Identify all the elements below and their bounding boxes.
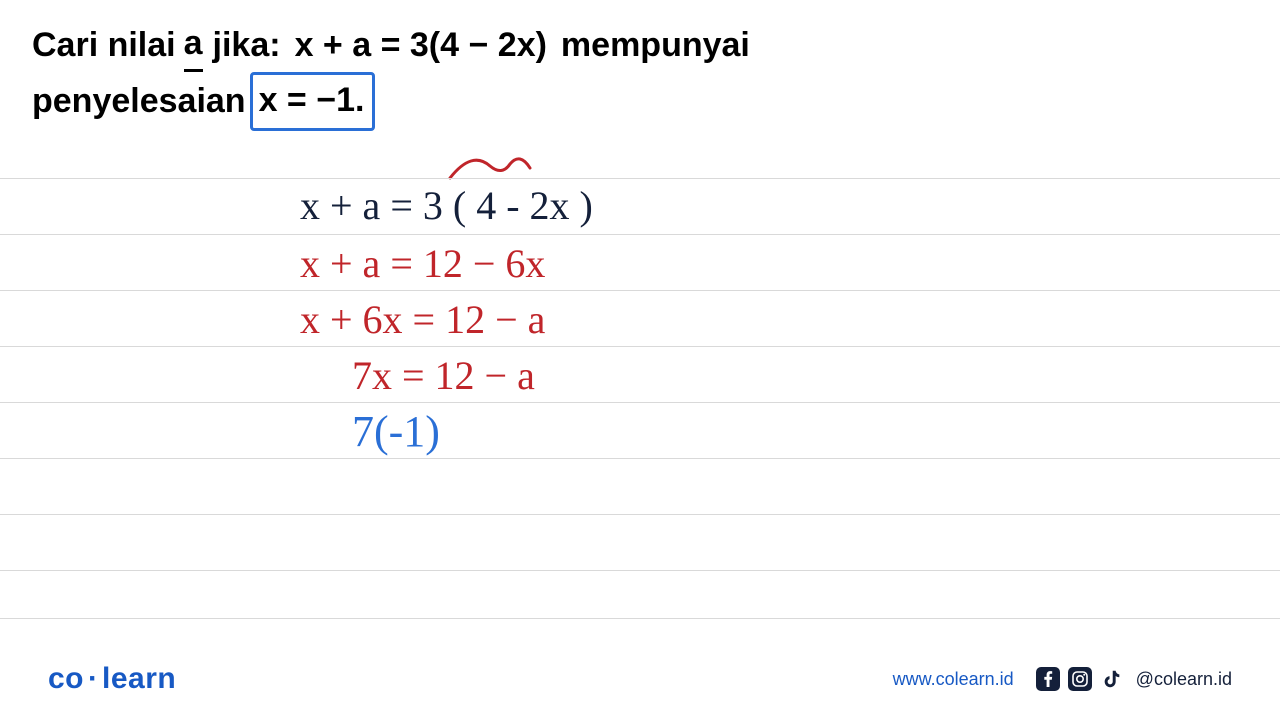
instagram-icon	[1068, 667, 1092, 691]
handwriting-line-3: x + 6x = 12 − a	[300, 300, 545, 340]
footer-right: www.colearn.id @colearn.id	[893, 667, 1232, 691]
equation: x + a = 3(4 − 2x)	[295, 20, 547, 71]
text-cari-nilai: Cari nilai	[32, 20, 176, 71]
brand-logo: co · learn	[48, 662, 176, 696]
social-handle: @colearn.id	[1136, 669, 1232, 690]
boxed-solution: x = −1.	[250, 72, 376, 131]
logo-co: co	[48, 662, 84, 696]
text-jika: jika:	[213, 20, 281, 71]
problem-line-2: penyelesaian x = −1.	[32, 72, 1248, 131]
website-url: www.colearn.id	[893, 669, 1014, 690]
footer: co · learn www.colearn.id @colearn.id	[0, 662, 1280, 696]
problem-statement: Cari nilai a jika: x + a = 3(4 − 2x) mem…	[32, 18, 1248, 131]
handwriting-line-4: 7x = 12 − a	[352, 356, 535, 396]
handwriting-line-1: x + a = 3 ( 4 - 2x )	[300, 186, 593, 226]
text-a-underlined: a	[184, 18, 203, 72]
handwriting-line-2: x + a = 12 − 6x	[300, 244, 545, 284]
problem-line-1: Cari nilai a jika: x + a = 3(4 − 2x) mem…	[32, 18, 1248, 72]
ruled-area	[0, 170, 1280, 630]
social-icons: @colearn.id	[1036, 667, 1232, 691]
text-mempunyai: mempunyai	[561, 20, 750, 71]
handwriting-line-5: 7(-1)	[352, 410, 440, 454]
facebook-icon	[1036, 667, 1060, 691]
text-penyelesaian: penyelesaian	[32, 76, 246, 127]
tiktok-icon	[1100, 667, 1124, 691]
logo-learn: learn	[102, 662, 176, 696]
logo-dot: ·	[88, 662, 98, 696]
